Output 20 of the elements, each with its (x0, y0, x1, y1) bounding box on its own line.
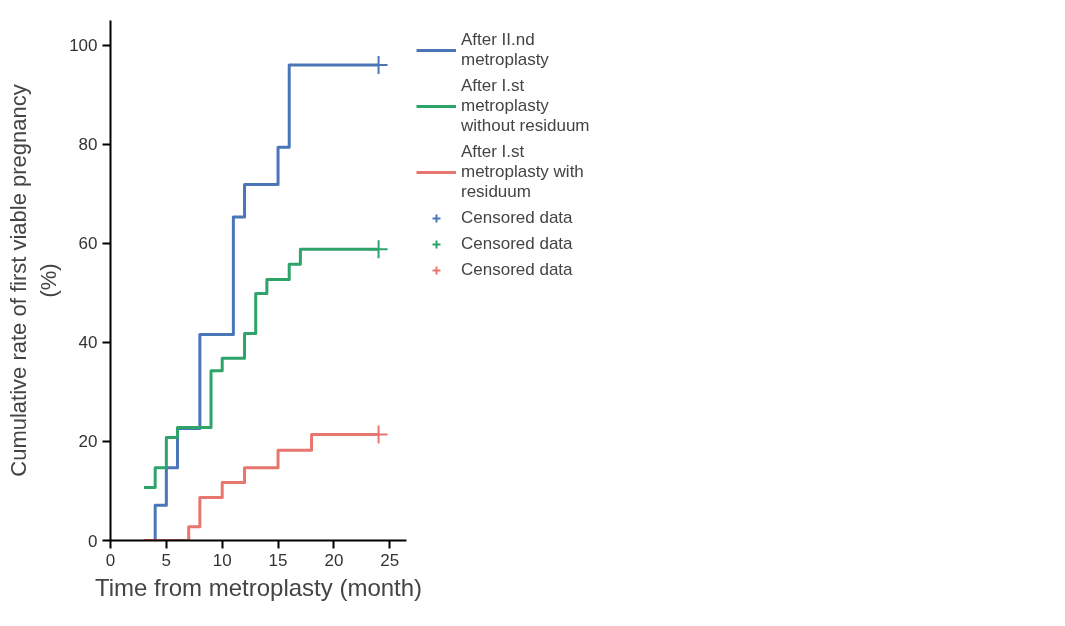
x-tick-label: 20 (324, 550, 344, 570)
legend-label: After I.st metroplasty with residuum (461, 142, 584, 202)
legend-label: After II.nd metroplasty (461, 30, 549, 70)
x-tick-label: 5 (161, 550, 172, 570)
y-tick-label: 40 (78, 333, 98, 353)
x-tick-label: 10 (212, 550, 232, 570)
y-tick-label: 0 (88, 531, 98, 551)
x-tick-label: 15 (268, 550, 288, 570)
x-axis-title: Time from metroplasty (month) (94, 573, 423, 601)
legend-label: Censored data (461, 260, 573, 280)
y-tick-label: 80 (78, 135, 98, 155)
legend-label: Censored data (461, 234, 573, 254)
x-tick-label: 25 (380, 550, 400, 570)
y-tick-label: 20 (78, 432, 98, 452)
legend-label: Censored data (461, 208, 573, 228)
legend-label: After I.st metroplasty without residuum (461, 76, 590, 136)
y-tick-label: 60 (78, 234, 98, 254)
y-axis-title: Cumulative rate of first viable pregnancy (%) (6, 84, 62, 477)
x-tick-label: 0 (105, 550, 116, 570)
y-tick-label: 100 (69, 36, 98, 56)
